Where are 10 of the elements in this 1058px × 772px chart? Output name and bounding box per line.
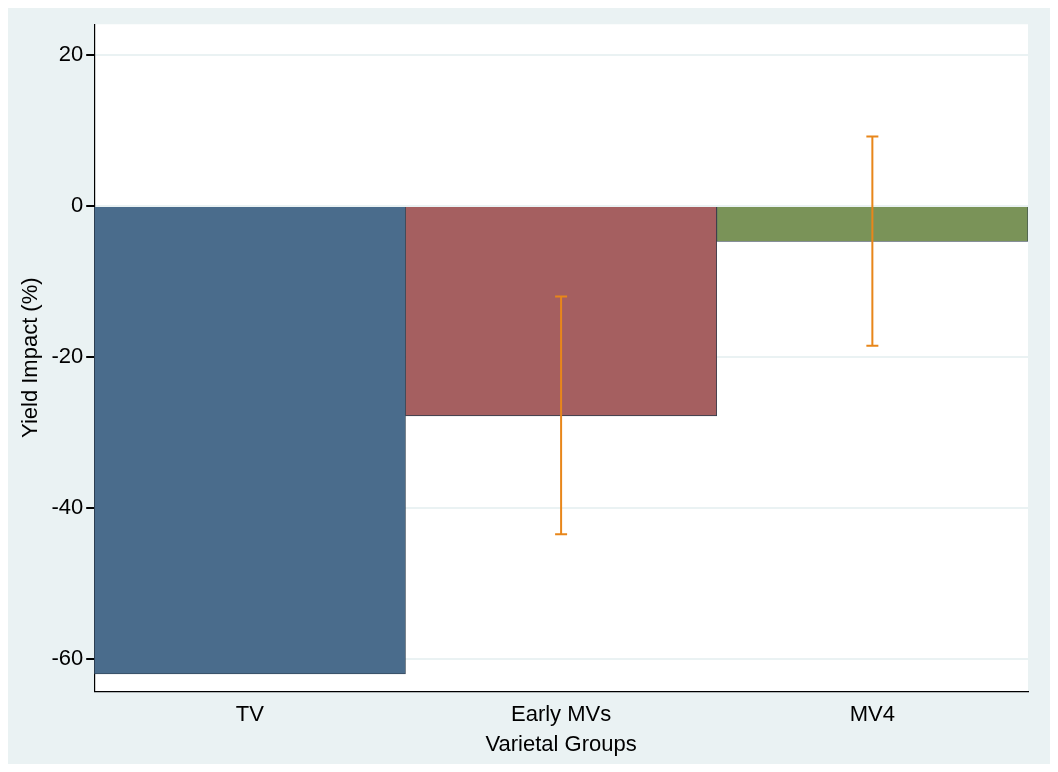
y-tick-label: -40 bbox=[51, 493, 84, 519]
y-tick-label: 20 bbox=[58, 41, 84, 67]
y-tick-label: 0 bbox=[70, 192, 84, 218]
y-axis-title: Yield Impact (%) bbox=[17, 277, 43, 438]
x-tick-label: Early MVs bbox=[510, 701, 612, 727]
x-tick-label: MV4 bbox=[849, 701, 895, 727]
y-tick-label: -20 bbox=[51, 343, 84, 369]
y-tick-label: -60 bbox=[51, 644, 84, 670]
x-axis-title: Varietal Groups bbox=[485, 730, 637, 756]
x-tick-label: TV bbox=[235, 701, 265, 727]
